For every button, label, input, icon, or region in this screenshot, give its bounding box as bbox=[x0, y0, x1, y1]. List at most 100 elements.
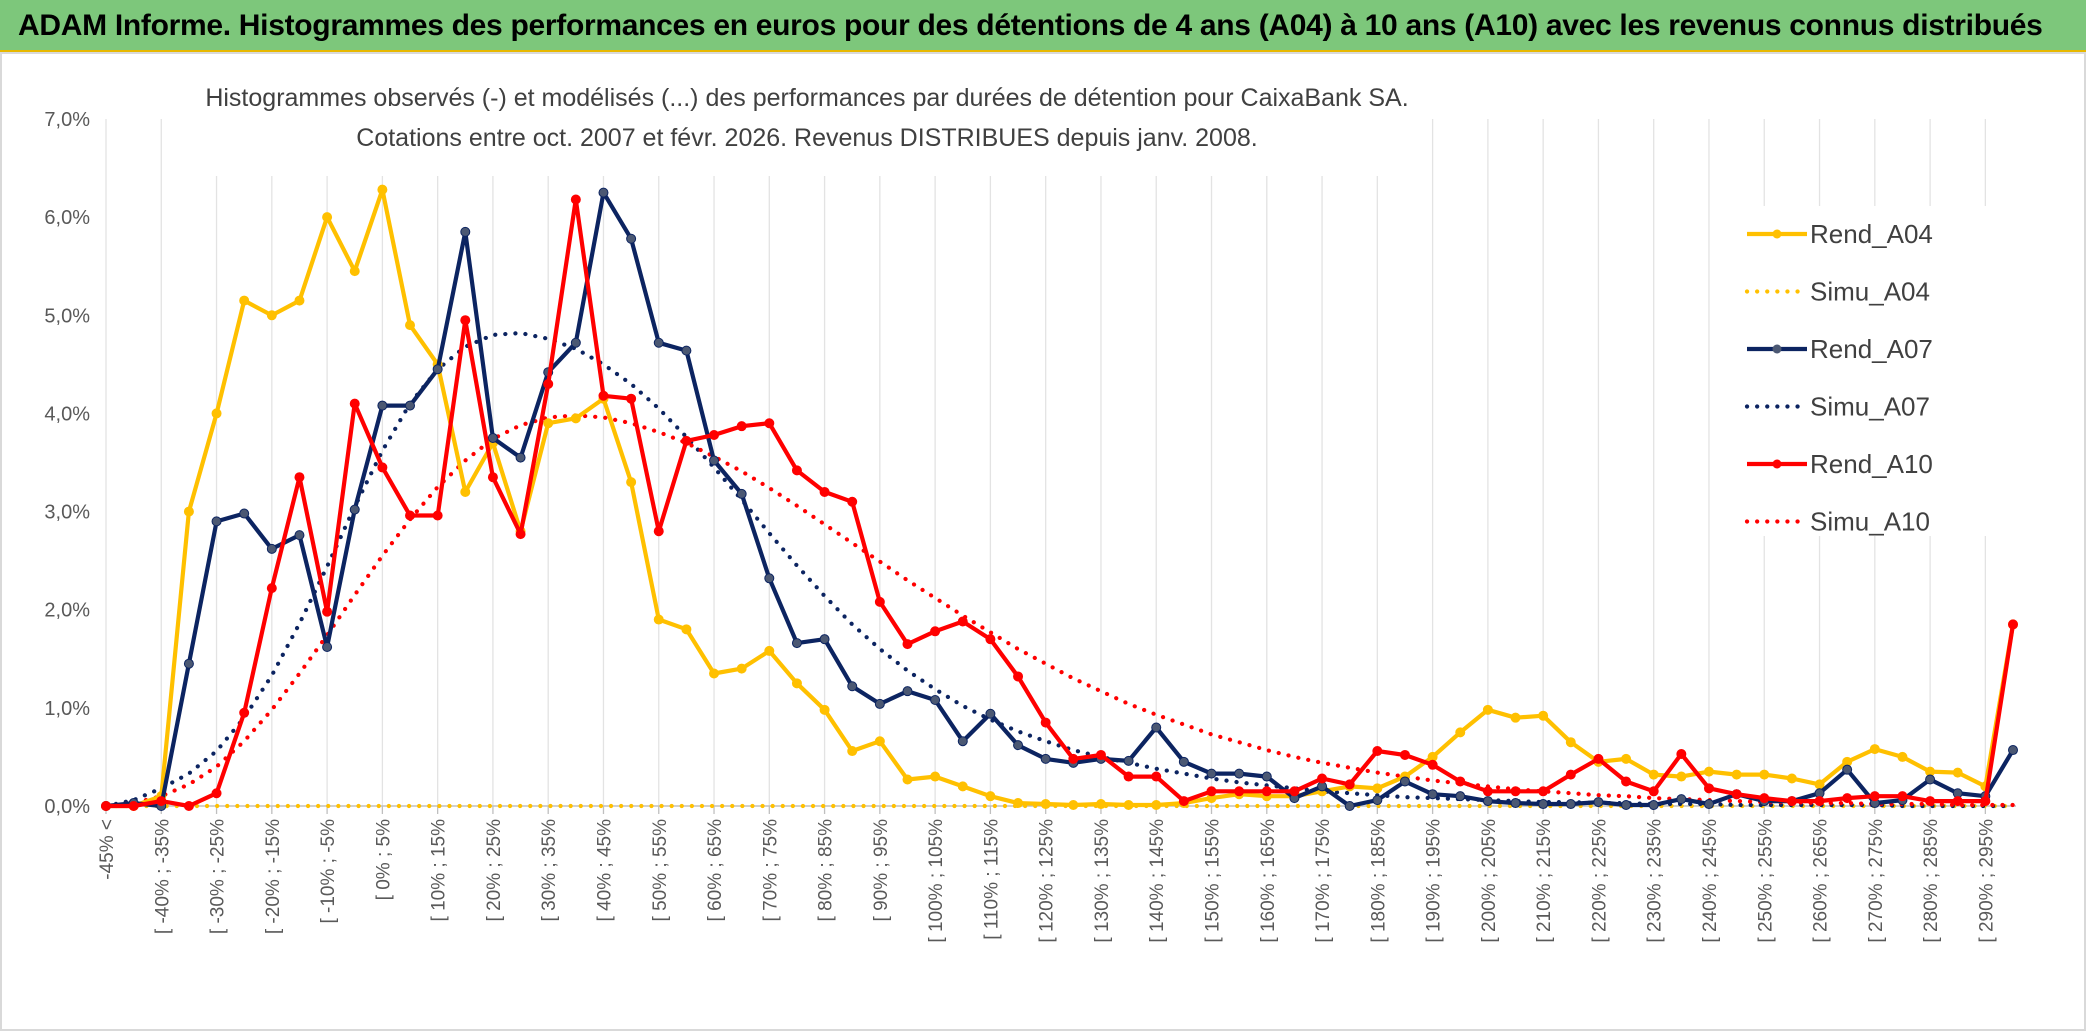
data-point-rend-a10 bbox=[985, 634, 996, 645]
y-tick-label: 7,0% bbox=[44, 109, 90, 131]
data-point-rend-a07 bbox=[626, 233, 637, 244]
data-point-rend-a10 bbox=[211, 788, 222, 799]
x-tick-label: [ 50% ; 55% bbox=[650, 819, 671, 922]
data-point-rend-a07 bbox=[874, 698, 885, 709]
data-point-rend-a07 bbox=[1040, 753, 1051, 764]
data-point-rend-a07 bbox=[1455, 791, 1466, 802]
series-line-simu-a10 bbox=[103, 413, 2016, 809]
data-point-rend-a04 bbox=[1786, 773, 1797, 784]
data-point-rend-a07 bbox=[957, 736, 968, 747]
data-point-rend-a07 bbox=[183, 658, 194, 669]
data-point-rend-a04 bbox=[1703, 766, 1714, 777]
data-point-rend-a04 bbox=[1731, 769, 1742, 780]
data-point-rend-a04 bbox=[1897, 751, 1908, 762]
data-point-rend-a10 bbox=[128, 801, 139, 811]
data-point-rend-a10 bbox=[1842, 793, 1853, 804]
data-point-rend-a04 bbox=[1952, 767, 1963, 778]
data-point-rend-a04 bbox=[764, 645, 775, 656]
data-point-rend-a10 bbox=[294, 472, 305, 483]
data-point-rend-a10 bbox=[1234, 786, 1245, 797]
data-point-rend-a07 bbox=[570, 337, 581, 348]
data-point-rend-a07 bbox=[1621, 800, 1632, 811]
data-point-rend-a04 bbox=[626, 477, 637, 488]
x-tick-label: [ 220% ; 225% bbox=[1589, 819, 1610, 943]
x-tick-label: [ 290% ; 295% bbox=[1976, 819, 1997, 943]
y-tick-label: 3,0% bbox=[44, 502, 90, 524]
data-point-rend-a07 bbox=[985, 708, 996, 719]
data-point-rend-a04 bbox=[1648, 769, 1659, 780]
y-tick-label: 4,0% bbox=[44, 403, 90, 425]
subtitle-background bbox=[198, 80, 1416, 176]
data-point-rend-a10 bbox=[1151, 771, 1162, 782]
data-point-rend-a10 bbox=[1427, 759, 1438, 770]
data-point-rend-a07 bbox=[791, 638, 802, 649]
data-point-rend-a07 bbox=[1427, 789, 1438, 800]
data-point-rend-a07 bbox=[322, 642, 333, 653]
x-tick-label: [ 240% ; 245% bbox=[1700, 819, 1721, 943]
data-point-rend-a04 bbox=[1455, 727, 1466, 738]
data-point-rend-a10 bbox=[1538, 786, 1549, 797]
x-tick-label: [ 270% ; 275% bbox=[1866, 819, 1887, 943]
data-point-rend-a07 bbox=[239, 508, 250, 519]
data-point-rend-a04 bbox=[1372, 783, 1383, 794]
x-tick-label: [ 180% ; 185% bbox=[1368, 819, 1389, 943]
data-point-rend-a07 bbox=[2008, 745, 2018, 756]
data-point-rend-a04 bbox=[294, 295, 305, 306]
data-point-rend-a10 bbox=[874, 596, 885, 607]
legend-marker-rend-a07 bbox=[1772, 344, 1782, 354]
x-tick-label: [ -30% ; -25% bbox=[208, 819, 229, 934]
y-tick-label: 0,0% bbox=[44, 796, 90, 818]
data-point-rend-a10 bbox=[847, 496, 858, 507]
data-point-rend-a07 bbox=[1648, 800, 1659, 811]
x-tick-label: [ 0% ; 5% bbox=[373, 819, 394, 900]
data-point-rend-a04 bbox=[405, 320, 416, 331]
data-point-rend-a10 bbox=[405, 510, 416, 521]
legend-marker-rend-a04 bbox=[1772, 229, 1782, 239]
x-tick-label: [ 60% ; 65% bbox=[705, 819, 726, 922]
data-point-rend-a07 bbox=[681, 345, 692, 356]
data-point-rend-a04 bbox=[1482, 704, 1493, 715]
data-point-rend-a07 bbox=[736, 488, 747, 499]
data-point-rend-a07 bbox=[266, 543, 277, 554]
data-point-rend-a07 bbox=[1842, 764, 1853, 775]
data-point-rend-a10 bbox=[1510, 786, 1521, 797]
data-point-rend-a10 bbox=[1344, 779, 1355, 790]
data-point-rend-a07 bbox=[1013, 740, 1024, 751]
data-point-rend-a04 bbox=[1510, 712, 1521, 723]
y-tick-label: 2,0% bbox=[44, 600, 90, 622]
data-point-rend-a04 bbox=[460, 486, 471, 497]
data-point-rend-a10 bbox=[1261, 786, 1272, 797]
data-point-rend-a04 bbox=[930, 771, 941, 782]
data-point-rend-a10 bbox=[1399, 749, 1410, 760]
data-point-rend-a07 bbox=[1123, 755, 1134, 766]
x-tick-label: [ 130% ; 135% bbox=[1092, 819, 1113, 943]
x-tick-label: [ 100% ; 105% bbox=[926, 819, 947, 943]
data-point-rend-a04 bbox=[902, 774, 913, 785]
x-tick-label: [ 90% ; 95% bbox=[871, 819, 892, 922]
data-point-rend-a04 bbox=[1814, 779, 1825, 790]
data-point-rend-a07 bbox=[1676, 794, 1687, 805]
data-point-rend-a10 bbox=[1317, 773, 1328, 784]
data-point-rend-a10 bbox=[1289, 786, 1300, 797]
chart-subtitle-line2: Cotations entre oct. 2007 et févr. 2026.… bbox=[356, 124, 1257, 152]
series-lines bbox=[101, 184, 2018, 811]
data-point-rend-a07 bbox=[1593, 797, 1604, 808]
data-point-rend-a07 bbox=[930, 695, 941, 706]
data-point-rend-a10 bbox=[957, 616, 968, 627]
x-tick-label: [ 200% ; 205% bbox=[1479, 819, 1500, 943]
data-point-rend-a10 bbox=[709, 430, 720, 441]
data-point-rend-a10 bbox=[570, 194, 581, 205]
x-tick-label: [ -40% ; -35% bbox=[152, 819, 173, 934]
data-point-rend-a07 bbox=[515, 452, 526, 463]
data-point-rend-a07 bbox=[1206, 768, 1217, 779]
data-point-rend-a04 bbox=[957, 781, 968, 792]
data-point-rend-a10 bbox=[2008, 619, 2018, 630]
data-point-rend-a10 bbox=[1703, 783, 1714, 794]
data-point-rend-a10 bbox=[1455, 776, 1466, 787]
data-point-rend-a04 bbox=[266, 310, 277, 321]
data-point-rend-a10 bbox=[1869, 791, 1880, 802]
data-point-rend-a07 bbox=[1344, 801, 1355, 811]
data-point-rend-a04 bbox=[211, 408, 222, 419]
data-point-rend-a04 bbox=[1759, 769, 1770, 780]
data-point-rend-a07 bbox=[1538, 799, 1549, 810]
